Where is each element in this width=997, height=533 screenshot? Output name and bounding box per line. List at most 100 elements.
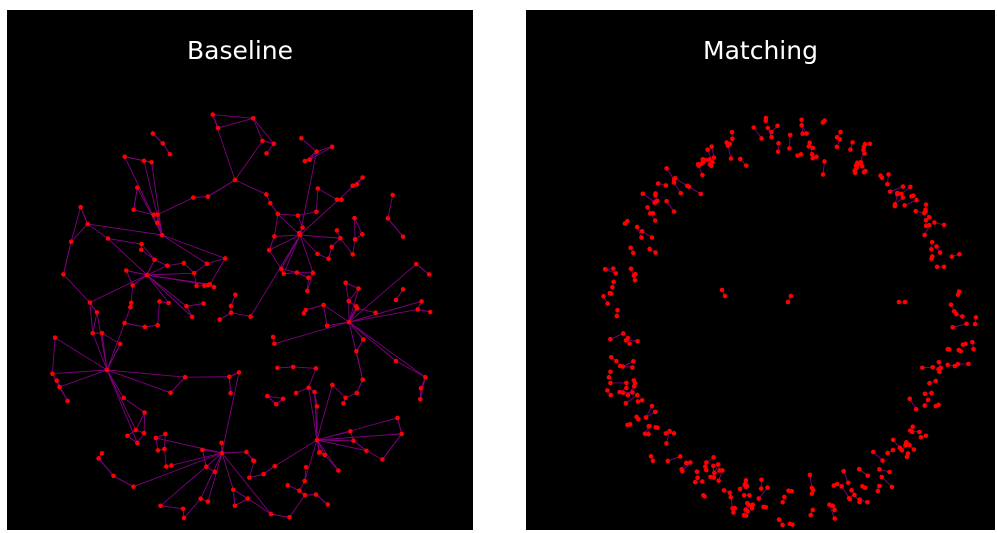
graph-edge <box>345 282 359 290</box>
graph-node <box>907 428 913 433</box>
graph-node <box>151 212 157 217</box>
graph-node <box>325 502 331 507</box>
graph-node <box>877 466 882 472</box>
graph-node <box>131 207 136 213</box>
graph-node <box>741 492 747 498</box>
graph-node <box>228 303 234 309</box>
graph-node <box>135 440 140 446</box>
graph-edge <box>133 209 154 216</box>
graph-edge <box>306 272 314 291</box>
graph-edge <box>881 476 893 488</box>
graph-node <box>250 116 256 121</box>
graph-node <box>354 306 360 311</box>
graph-node <box>759 477 764 483</box>
graph-node <box>302 478 307 484</box>
graph-node <box>923 202 929 207</box>
graph-node <box>280 396 286 402</box>
graph-edge <box>268 236 275 251</box>
graph-edge <box>316 430 351 441</box>
graph-edge <box>348 288 359 302</box>
graph-node <box>782 494 787 500</box>
graph-node <box>865 499 870 505</box>
graph-node <box>929 256 934 261</box>
graph-node <box>423 374 428 380</box>
graph-edge <box>277 213 301 236</box>
graph-node <box>902 203 907 208</box>
graph-node <box>804 131 809 136</box>
graph-node <box>645 205 650 210</box>
graph-edge <box>304 439 318 482</box>
graph-node <box>929 247 934 252</box>
graph-node <box>671 431 677 436</box>
graph-node <box>698 191 704 197</box>
graph-node <box>233 292 238 297</box>
graph-edge <box>395 360 426 378</box>
graph-node <box>315 186 321 191</box>
graph-node <box>918 434 924 440</box>
graph-node <box>738 156 743 162</box>
graph-node <box>688 460 693 465</box>
graph-edge <box>316 146 333 153</box>
graph-node <box>632 278 638 283</box>
graph-edge <box>212 114 219 129</box>
graph-node <box>191 270 197 276</box>
graph-node <box>261 471 266 477</box>
graph-node <box>122 320 127 326</box>
graph-edge <box>340 237 354 255</box>
graph-node <box>664 198 669 204</box>
graph-node <box>94 310 100 315</box>
graph-node <box>219 440 224 446</box>
graph-edge <box>277 213 298 216</box>
graph-node <box>671 180 677 185</box>
graph-node <box>96 456 101 461</box>
graph-edge <box>348 263 417 323</box>
graph-edge <box>130 285 134 303</box>
graph-node <box>219 450 225 456</box>
graph-node <box>649 403 655 409</box>
graph-node <box>896 299 902 305</box>
graph-edge <box>107 238 142 245</box>
graph-node <box>810 145 816 151</box>
graph-node <box>684 460 689 466</box>
graph-edge <box>163 433 166 449</box>
graph-node <box>426 272 432 277</box>
graph-node <box>350 252 356 257</box>
graph-node <box>852 170 858 176</box>
graph-node <box>711 463 716 469</box>
graph-node <box>631 359 636 364</box>
graph-edge <box>124 156 152 163</box>
graph-node <box>295 213 301 218</box>
graph-edge <box>200 452 223 499</box>
graph-node <box>322 452 327 458</box>
graph-node <box>695 475 700 481</box>
graph-edge <box>252 118 263 142</box>
graph-node <box>831 483 837 488</box>
graph-edge <box>146 274 169 304</box>
graph-node <box>941 264 947 270</box>
graph-node <box>847 496 853 502</box>
graph-node <box>667 428 672 434</box>
graph-node <box>960 314 965 319</box>
graph-node <box>245 496 251 501</box>
graph-node <box>615 307 620 313</box>
graph-node <box>628 245 633 251</box>
graph-node <box>759 136 764 141</box>
graph-edge <box>143 412 146 434</box>
graph-node <box>180 506 186 512</box>
graph-node <box>275 211 281 217</box>
graph-edge <box>70 223 88 243</box>
graph-node <box>314 404 320 409</box>
graph-node <box>281 271 287 277</box>
graph-node <box>601 294 606 299</box>
graph-node <box>763 115 769 121</box>
graph-edge <box>299 234 318 255</box>
graph-node <box>321 302 326 308</box>
graph-edge <box>89 302 94 334</box>
graph-node <box>343 395 348 401</box>
graph-node <box>879 474 885 480</box>
graph-node <box>153 435 159 441</box>
graph-node <box>631 378 637 383</box>
graph-node <box>907 442 912 448</box>
graph-node <box>709 163 714 169</box>
graph-node <box>941 222 947 228</box>
